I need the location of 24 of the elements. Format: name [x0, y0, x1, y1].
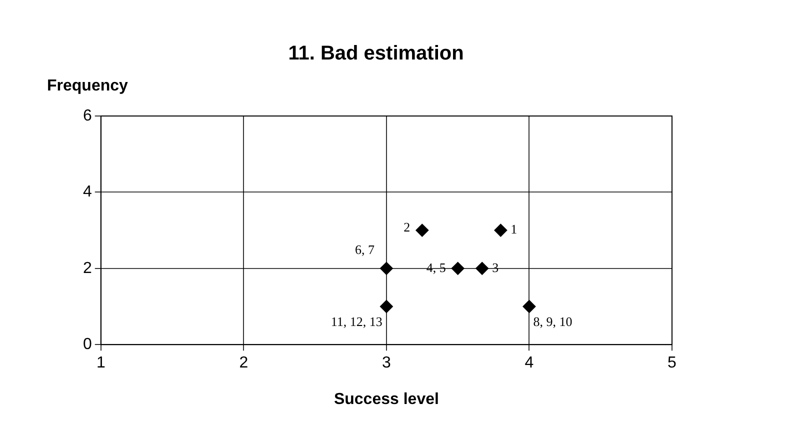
annotation: 6, 7	[354, 242, 375, 257]
point	[380, 300, 393, 313]
point	[476, 262, 489, 275]
chart-title: 11. Bad estimation	[288, 42, 464, 65]
point	[451, 262, 464, 275]
annotation: 2	[404, 220, 410, 235]
point	[380, 262, 393, 275]
y-tick-label: 4	[82, 184, 92, 201]
annotation: 1	[510, 222, 518, 237]
x-axis-title: Success level	[334, 390, 439, 408]
y-tick-label: 0	[82, 336, 92, 354]
x-tick-label: 5	[668, 354, 677, 372]
y-axis-title: Frequency	[47, 77, 128, 94]
x-tick-label: 4	[524, 354, 534, 372]
y-tick-label: 2	[82, 260, 92, 277]
annotation: 11, 12, 13	[330, 314, 382, 329]
point	[416, 224, 429, 237]
x-tick-label: 2	[239, 354, 248, 372]
y-tick-label: 6	[82, 107, 92, 124]
annotation: 8, 9, 10	[533, 314, 572, 329]
x-tick-label: 1	[96, 354, 106, 372]
point	[522, 300, 536, 313]
x-tick-label: 3	[382, 354, 391, 372]
point	[494, 224, 508, 237]
